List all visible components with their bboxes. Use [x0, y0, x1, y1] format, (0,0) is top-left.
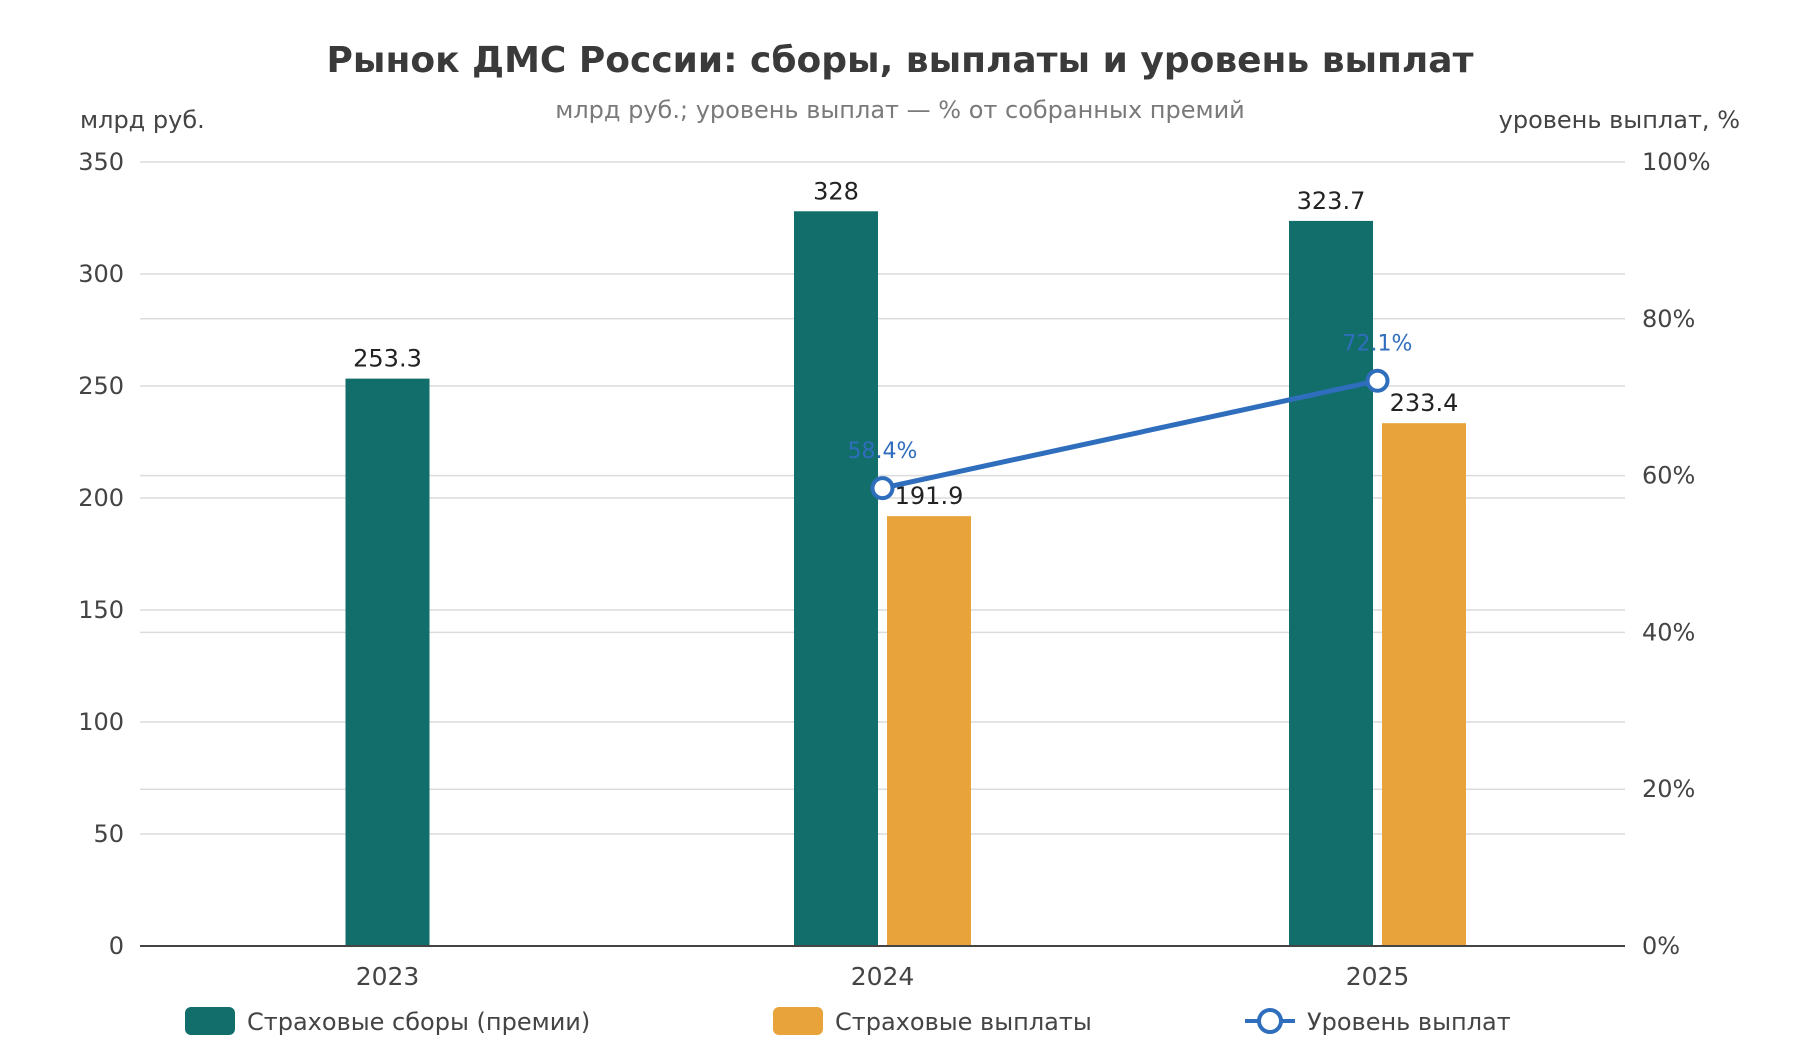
legend-label: Уровень выплат [1307, 1008, 1511, 1036]
payout-ratio-point-2025 [1365, 368, 1390, 393]
y2-tick-label: 80% [1642, 305, 1695, 333]
y2-axis-title: уровень выплат, % [1499, 106, 1740, 134]
chart-title: Рынок ДМС России: сборы, выплаты и урове… [327, 40, 1474, 81]
payout-ratio-point-2024 [870, 476, 895, 501]
y2-tick-label: 40% [1642, 618, 1695, 646]
legend-label: Страховые выплаты [835, 1008, 1092, 1036]
y2-tick-label: 20% [1642, 775, 1695, 803]
bar-data-label: 191.9 [895, 482, 964, 510]
y-tick-label: 0 [109, 932, 124, 960]
bar-data-label: 328 [813, 177, 859, 205]
legend-swatch [773, 1007, 823, 1035]
legend-marker [1257, 1008, 1283, 1034]
y-axis-title: млрд руб. [80, 106, 205, 134]
line-data-label: 72.1% [1343, 332, 1413, 357]
bar-premiums-2024 [794, 211, 878, 946]
bar-data-label: 253.3 [353, 345, 422, 373]
bar-data-label: 233.4 [1390, 389, 1459, 417]
line-series: 58.4% 72.1% [848, 332, 1413, 501]
y-tick-label: 100 [78, 708, 124, 736]
y-axis-ticks: 0 50 100 150 200 250 300 350 [78, 148, 124, 960]
bars: 253.3 328 191.9 323.7 233.4 [345, 177, 1466, 947]
y2-tick-label: 0% [1642, 932, 1680, 960]
bar-payouts-2025 [1382, 423, 1466, 947]
legend-label: Страховые сборы (премии) [247, 1008, 590, 1036]
bar-premiums-2025 [1289, 220, 1373, 947]
legend: Страховые сборы (премии) Страховые выплат… [185, 1007, 1511, 1036]
y2-tick-label: 60% [1642, 462, 1695, 490]
bar-payouts-2024 [887, 516, 971, 946]
legend-item: Страховые сборы (премии) [185, 1007, 590, 1036]
y2-axis-ticks: 0% 20% 40% 60% 80% 100% [1642, 148, 1711, 960]
bar-premiums-2023 [345, 378, 430, 946]
x-tick-label: 2023 [356, 962, 420, 991]
payout-ratio-line [881, 378, 1379, 491]
y-tick-label: 50 [93, 820, 124, 848]
legend-item: Уровень выплат [1245, 1008, 1511, 1036]
chart-subtitle: млрд руб.; уровень выплат — % от собранн… [555, 96, 1245, 124]
x-tick-label: 2025 [1346, 962, 1410, 991]
y-tick-label: 250 [78, 372, 124, 400]
line-data-label: 58.4% [848, 439, 918, 464]
y-tick-label: 200 [78, 484, 124, 512]
y-tick-label: 150 [78, 596, 124, 624]
x-axis-ticks: 2023 2024 2025 [356, 962, 1410, 991]
x-tick-label: 2024 [851, 962, 915, 991]
legend-swatch [185, 1007, 235, 1035]
bar-data-label: 323.7 [1297, 187, 1366, 215]
legend-item: Страховые выплаты [773, 1007, 1092, 1036]
y-tick-label: 350 [78, 148, 124, 176]
y-tick-label: 300 [78, 260, 124, 288]
y2-tick-label: 100% [1642, 148, 1711, 176]
